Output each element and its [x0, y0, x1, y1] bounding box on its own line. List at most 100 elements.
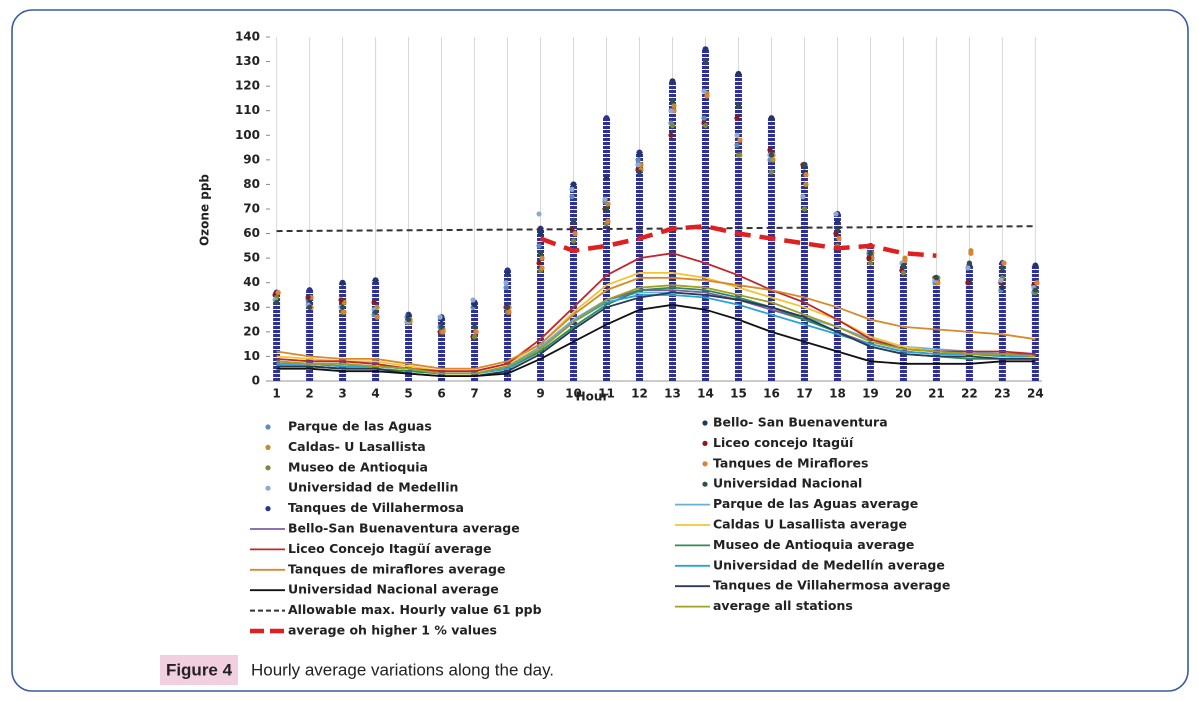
scatter-point: [506, 309, 512, 315]
y-tick-label: 100: [235, 128, 260, 142]
x-tick-label: 11: [598, 387, 615, 401]
legend-label: Bello- San Buenaventura: [713, 415, 888, 430]
scatter-point: [338, 297, 344, 303]
x-tick-label: 1: [272, 387, 280, 401]
legend-item: Universidad de Medellín average: [675, 557, 945, 572]
scatter-point: [341, 309, 347, 315]
legend-marker: [702, 481, 708, 487]
legend-label: Caldas U Lasallista average: [713, 517, 907, 532]
scatter-point: [569, 194, 575, 200]
legend-label: Museo de Antioquia average: [713, 537, 914, 552]
scatter-point: [1032, 287, 1039, 293]
y-tick-label: 120: [235, 79, 260, 93]
y-tick-label: 30: [243, 300, 260, 314]
x-tick-label: 4: [371, 387, 379, 401]
x-axis-label: Hour: [576, 390, 609, 404]
scatter-point: [438, 324, 445, 330]
scatter-point: [605, 218, 611, 224]
legend-item: Parque de las Aguas average: [675, 496, 918, 511]
legend-marker: [702, 461, 708, 467]
scatter-point: [900, 262, 907, 269]
scatter-point: [801, 162, 808, 168]
scatter-point: [671, 103, 677, 109]
scatter-point: [801, 206, 808, 212]
scatter-point: [602, 196, 608, 202]
scatter-point: [800, 194, 806, 200]
scatter-point: [770, 157, 776, 163]
scatter-point: [735, 71, 742, 77]
scatter-point: [734, 115, 740, 121]
legend-label: Museo de Antioquia: [288, 459, 428, 474]
y-tick-label: 40: [243, 275, 260, 289]
scatter-point: [635, 162, 641, 168]
scatter-point: [834, 218, 841, 224]
scatter-point: [437, 314, 443, 320]
scatter-point: [503, 280, 509, 286]
scatter-point: [273, 299, 280, 305]
scatter-point: [570, 238, 577, 244]
x-tick-label: 2: [305, 387, 313, 401]
x-tick-label: 20: [895, 387, 912, 401]
x-tick-label: 14: [697, 387, 714, 401]
legend-item: Liceo concejo Itagüí: [702, 435, 854, 450]
scatter-point: [768, 169, 775, 175]
legend-item: Universidad Nacional: [702, 476, 862, 491]
legend-item: Tanques de Villahermosa average: [675, 578, 950, 593]
legend-label: Caldas- U Lasallista: [288, 439, 426, 454]
legend-marker: [702, 440, 708, 446]
scatter-point: [539, 265, 545, 271]
scatter-point: [471, 334, 478, 340]
series-line: [276, 284, 1036, 375]
legend-label: average all stations: [713, 598, 853, 613]
series-line: [276, 276, 1036, 370]
series-line: [539, 223, 937, 258]
legend-item: Caldas- U Lasallista: [265, 439, 426, 454]
scatter-point: [965, 265, 971, 271]
scatter-point: [603, 206, 610, 212]
scatter-point: [803, 172, 809, 178]
legend-item: Museo de Antioquia: [265, 459, 428, 474]
legend-marker: [265, 506, 271, 512]
legend-item: average all stations: [675, 598, 853, 613]
x-tick-label: 17: [796, 387, 813, 401]
legend-item: Universidad Nacional average: [250, 582, 499, 597]
legend-label: Universidad de Medellín average: [713, 557, 945, 572]
scatter-point: [537, 250, 544, 256]
series-line: [276, 225, 1036, 233]
scatter-point: [734, 132, 740, 138]
y-tick-label: 130: [235, 54, 260, 68]
scatter-point: [372, 309, 379, 315]
x-tick-label: 9: [536, 387, 544, 401]
scatter-point: [867, 250, 874, 256]
legend-item: Tanques de miraflores average: [250, 561, 505, 576]
legend-item: Universidad de Medellin: [265, 480, 458, 495]
y-tick-label: 20: [243, 324, 260, 338]
legend-label: Liceo concejo Itagüí: [713, 435, 854, 450]
scatter-point: [836, 235, 842, 242]
legend-label: average oh higher 1 % values: [288, 623, 497, 638]
scatter-point: [536, 243, 542, 249]
scatter-point: [1032, 262, 1039, 269]
scatter-point: [570, 218, 577, 224]
legend-label: Universidad de Medellin: [288, 480, 458, 495]
scatter-point: [735, 152, 742, 158]
legend-label: Universidad Nacional average: [288, 582, 499, 597]
scatter-point: [339, 280, 346, 286]
y-tick-label: 140: [235, 30, 260, 44]
scatter-point: [305, 294, 311, 301]
scatter-point: [668, 108, 674, 114]
series-line: [276, 303, 1036, 377]
y-axis-label: Ozone ppb: [198, 174, 212, 246]
x-tick-label: 5: [404, 387, 412, 401]
scatter-point: [605, 201, 611, 207]
legend-item: Tanques de Miraflores: [702, 455, 868, 470]
x-tick-label: 6: [437, 387, 445, 401]
scatter-point: [440, 329, 446, 335]
legend-item: Liceo Concejo Itagüí average: [250, 541, 491, 556]
caption-label-bg: [160, 655, 238, 685]
scatter-point: [504, 304, 511, 310]
scatter-point: [833, 230, 839, 237]
scatter-point: [669, 98, 676, 104]
scatter-point: [636, 169, 643, 175]
